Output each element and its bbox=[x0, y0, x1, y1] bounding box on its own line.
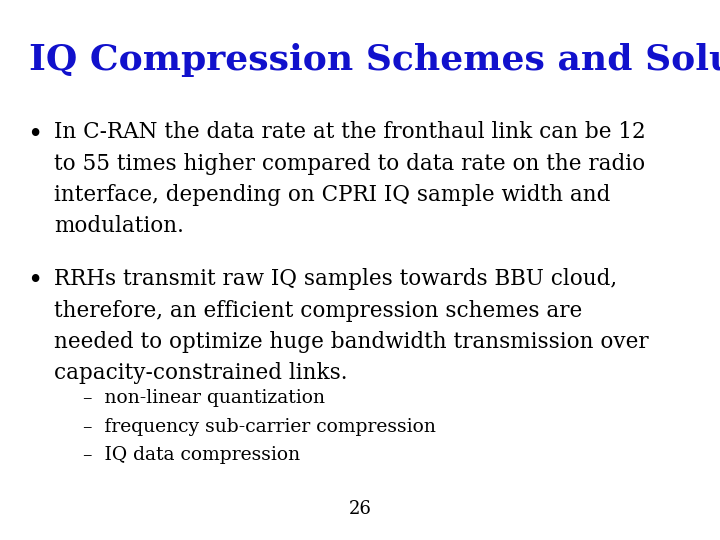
Text: interface, depending on CPRI IQ sample width and: interface, depending on CPRI IQ sample w… bbox=[54, 184, 611, 206]
Text: capacity-constrained links.: capacity-constrained links. bbox=[54, 362, 348, 384]
Text: –  IQ data compression: – IQ data compression bbox=[83, 446, 300, 464]
Text: needed to optimize huge bandwidth transmission over: needed to optimize huge bandwidth transm… bbox=[54, 331, 649, 353]
Text: modulation.: modulation. bbox=[54, 215, 184, 238]
Text: RRHs transmit raw IQ samples towards BBU cloud,: RRHs transmit raw IQ samples towards BBU… bbox=[54, 268, 617, 291]
Text: –  frequency sub-carrier compression: – frequency sub-carrier compression bbox=[83, 417, 436, 436]
Text: 26: 26 bbox=[348, 501, 372, 518]
Text: •: • bbox=[27, 268, 42, 293]
Text: •: • bbox=[27, 122, 42, 146]
Text: IQ Compression Schemes and Solutions: IQ Compression Schemes and Solutions bbox=[29, 43, 720, 77]
Text: –  non-linear quantization: – non-linear quantization bbox=[83, 389, 325, 407]
Text: to 55 times higher compared to data rate on the radio: to 55 times higher compared to data rate… bbox=[54, 153, 645, 175]
Text: In C-RAN the data rate at the fronthaul link can be 12: In C-RAN the data rate at the fronthaul … bbox=[54, 122, 646, 144]
Text: therefore, an efficient compression schemes are: therefore, an efficient compression sche… bbox=[54, 300, 582, 322]
